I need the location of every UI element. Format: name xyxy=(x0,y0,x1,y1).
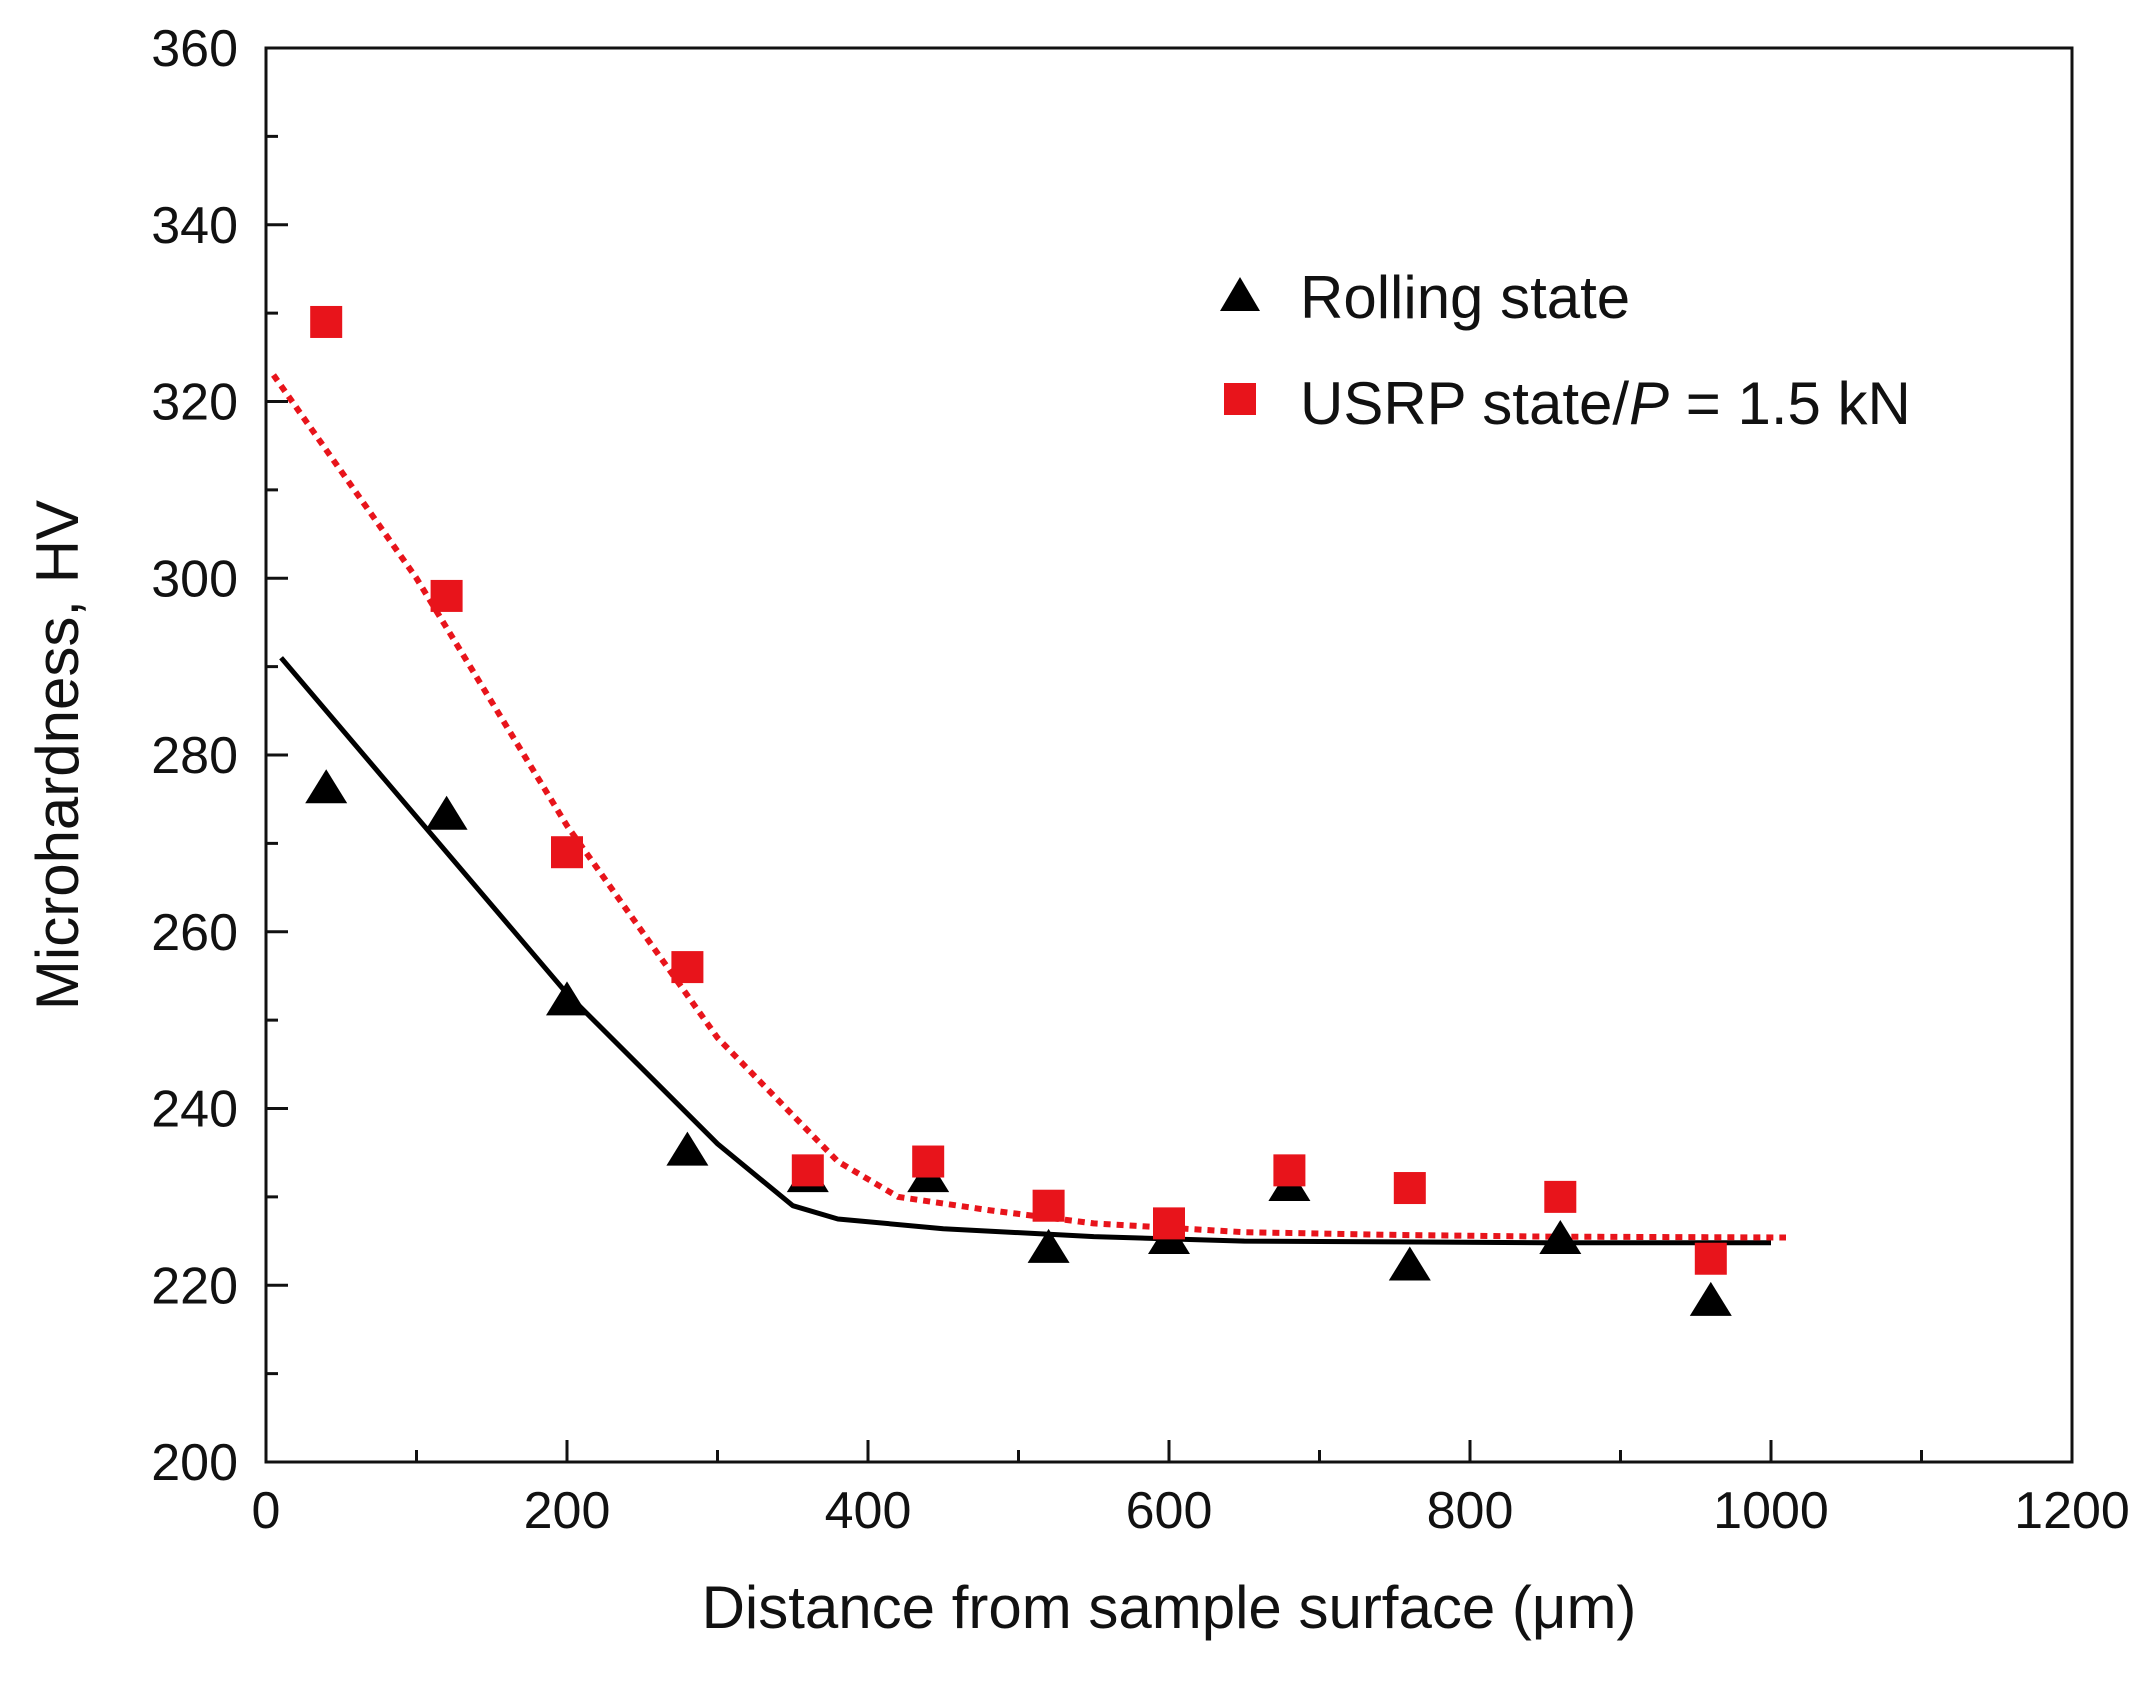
usrp-data-point xyxy=(1273,1154,1306,1187)
legend-label-usrp-prefix: USRP state/ xyxy=(1300,370,1629,437)
y-axis-title: Microhardness, HV xyxy=(24,500,91,1010)
legend-triangle-marker xyxy=(1220,277,1260,311)
x-tick-label: 800 xyxy=(1427,1482,1514,1540)
usrp-data-point xyxy=(1153,1207,1185,1240)
x-tick-label: 200 xyxy=(524,1482,611,1540)
rolling-data-point xyxy=(1027,1228,1070,1263)
y-tick-label: 360 xyxy=(151,20,238,78)
legend-label-usrp: USRP state/P = 1.5 kN xyxy=(1300,370,1911,437)
legend-square-marker xyxy=(1224,383,1256,415)
legend-label-usrp-suffix: = 1.5 kN xyxy=(1669,370,1911,437)
y-tick-label: 240 xyxy=(151,1081,238,1139)
x-tick-label: 400 xyxy=(825,1482,912,1540)
usrp-data-point xyxy=(1393,1172,1426,1205)
legend-label-usrp-italic: P xyxy=(1629,370,1669,437)
usrp-fit-curve xyxy=(271,373,1787,1241)
usrp-data-point xyxy=(551,836,583,869)
usrp-data-point xyxy=(1694,1242,1727,1275)
rolling-data-point xyxy=(546,981,588,1016)
usrp-data-point xyxy=(1032,1189,1065,1222)
legend: Rolling state USRP state/P = 1.5 kN xyxy=(1220,264,1911,437)
usrp-data-point xyxy=(912,1145,945,1178)
rolling-data-point xyxy=(1388,1246,1431,1281)
x-tick-label: 1000 xyxy=(1713,1482,1829,1540)
y-tick-label: 220 xyxy=(151,1257,238,1315)
y-tick-label: 300 xyxy=(151,550,238,608)
y-tick-label: 200 xyxy=(151,1434,238,1492)
data-points xyxy=(305,305,1732,1316)
x-axis-title: Distance from sample surface (μm) xyxy=(702,1574,1637,1641)
rolling-data-point xyxy=(1689,1281,1732,1316)
rolling-data-point xyxy=(305,769,348,804)
rolling-data-point xyxy=(666,1131,709,1166)
y-tick-label: 340 xyxy=(151,197,238,255)
usrp-data-point xyxy=(791,1154,824,1187)
axis-ticks: 0 200 400 600 800 1000 12002002202402602803003… xyxy=(151,20,2130,1540)
x-tick-label: 600 xyxy=(1126,1482,1213,1540)
usrp-data-point xyxy=(671,951,704,984)
usrp-data-point xyxy=(430,579,463,612)
fit-lines xyxy=(271,373,1787,1246)
y-tick-label: 280 xyxy=(151,727,238,785)
legend-label-rolling: Rolling state xyxy=(1300,264,1630,331)
usrp-data-point xyxy=(1544,1180,1577,1213)
rolling-data-point xyxy=(1539,1219,1582,1254)
rolling-data-point xyxy=(425,795,468,830)
usrp-data-point xyxy=(310,305,343,338)
rolling-fit-curve xyxy=(279,656,1771,1246)
y-tick-label: 320 xyxy=(151,374,238,432)
x-tick-label: 1200 xyxy=(2014,1482,2130,1540)
y-tick-label: 260 xyxy=(151,904,238,962)
x-tick-label: 0 xyxy=(252,1482,281,1540)
